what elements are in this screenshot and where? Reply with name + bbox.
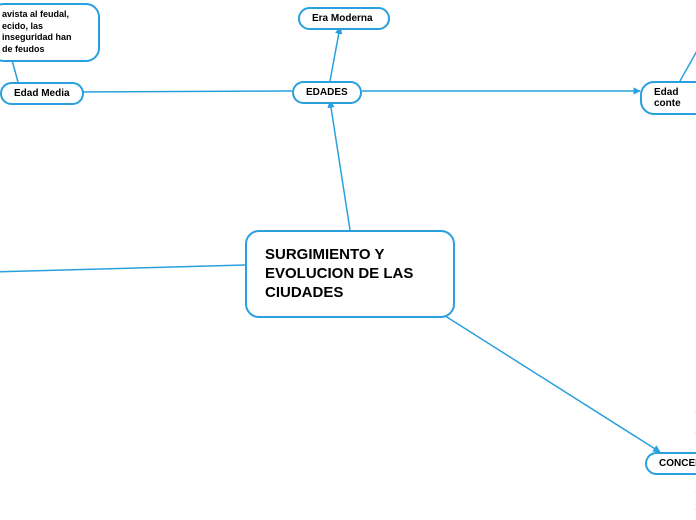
node-edad-media[interactable]: Edad Media	[0, 82, 84, 105]
node-conceptos-label: CONCEPTOS	[659, 458, 696, 469]
node-detail-label: avista al feudal, ecido, las inseguridad…	[2, 9, 72, 56]
mindmap-canvas: SURGIMIENTO Y EVOLUCION DE LAS CIUDADES …	[0, 0, 696, 520]
node-edades[interactable]: EDADES	[292, 81, 362, 104]
node-edad-contemporanea-label: Edad conte	[654, 87, 696, 109]
node-root[interactable]: SURGIMIENTO Y EVOLUCION DE LAS CIUDADES	[245, 230, 455, 318]
node-detail[interactable]: avista al feudal, ecido, las inseguridad…	[0, 3, 100, 62]
node-conceptos[interactable]: CONCEPTOS	[645, 452, 696, 475]
node-edad-media-label: Edad Media	[14, 88, 70, 99]
node-edades-label: EDADES	[306, 87, 348, 98]
node-era-moderna[interactable]: Era Moderna	[298, 7, 390, 30]
node-era-moderna-label: Era Moderna	[312, 13, 373, 24]
node-root-label: SURGIMIENTO Y EVOLUCION DE LAS CIUDADES	[265, 246, 413, 302]
node-edad-contemporanea[interactable]: Edad conte	[640, 81, 696, 115]
